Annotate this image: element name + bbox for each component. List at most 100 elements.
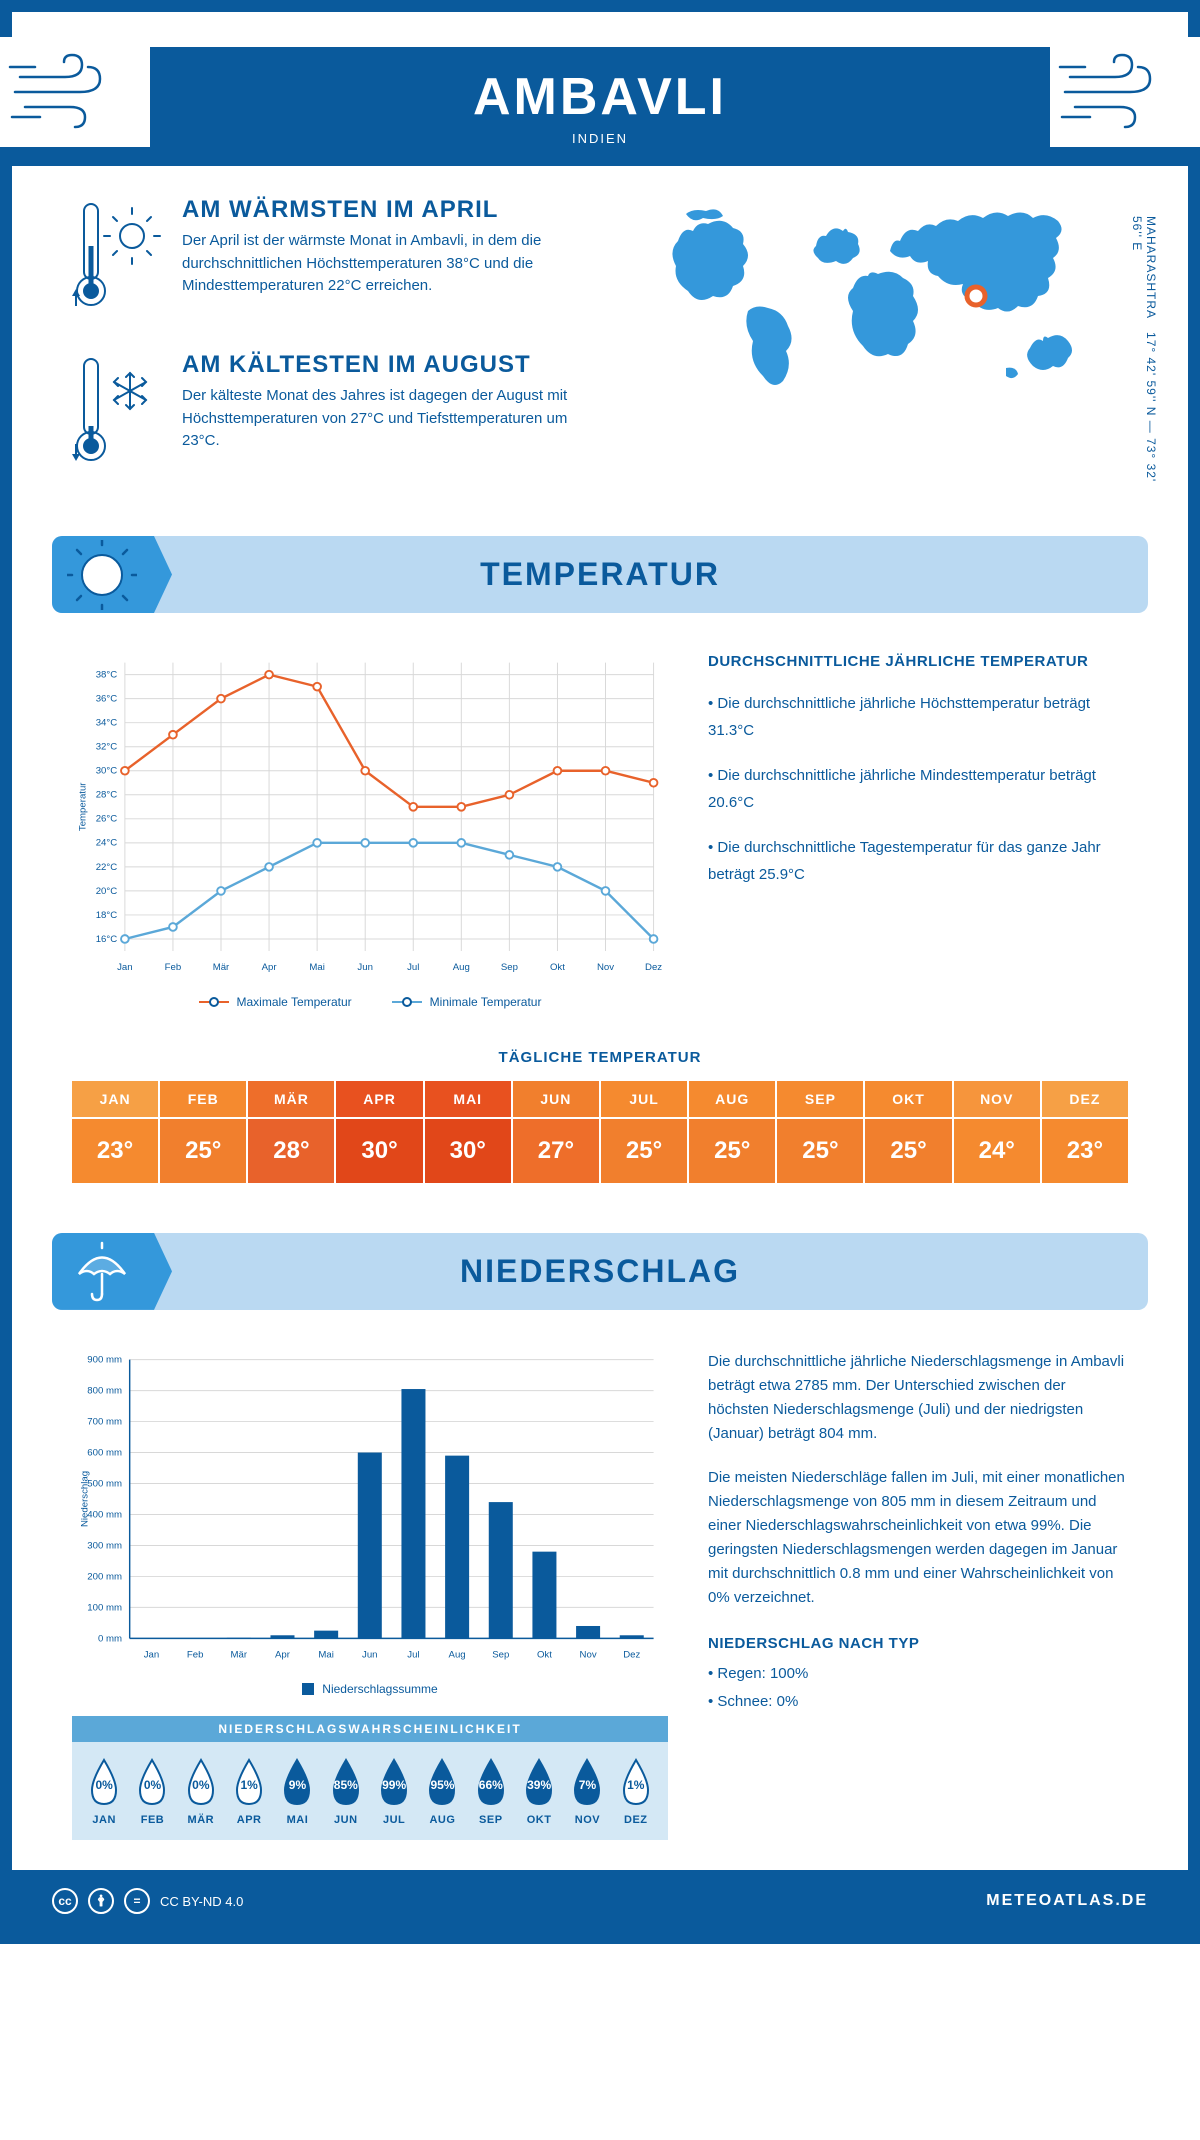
svg-text:Niederschlag: Niederschlag [79,1471,90,1527]
temp-chart-legend: Maximale Temperatur Minimale Temperatur [72,995,668,1009]
svg-text:Mai: Mai [318,1649,333,1660]
svg-text:Aug: Aug [453,962,470,973]
by-icon: 🛉 [88,1888,114,1914]
svg-text:Nov: Nov [597,962,614,973]
temp-month-header: JAN [72,1081,158,1117]
svg-text:Dez: Dez [645,962,662,973]
license-text: CC BY-ND 4.0 [160,1894,243,1909]
thermometer-sun-icon [72,196,162,321]
temp-month-value: 30° [336,1119,422,1183]
prob-drop: 0% FEB [128,1756,176,1826]
svg-text:Aug: Aug [449,1649,466,1660]
svg-text:Feb: Feb [187,1649,204,1660]
prob-drop: 9% MAI [273,1756,321,1826]
svg-text:16°C: 16°C [96,934,118,945]
svg-text:Jun: Jun [357,962,373,973]
temp-month-header: DEZ [1042,1081,1128,1117]
thermometer-snow-icon [72,351,162,476]
svg-text:Apr: Apr [275,1649,291,1660]
svg-text:0 mm: 0 mm [98,1633,122,1644]
svg-text:200 mm: 200 mm [87,1571,122,1582]
daily-temp-title: TÄGLICHE TEMPERATUR [12,1049,1188,1066]
temp-month-value: 25° [601,1119,687,1183]
temp-month-header: SEP [777,1081,863,1117]
temp-month-header: APR [336,1081,422,1117]
svg-text:32°C: 32°C [96,742,118,753]
svg-text:28°C: 28°C [96,790,118,801]
temp-month-header: MÄR [248,1081,334,1117]
svg-text:Jul: Jul [407,962,419,973]
svg-text:Mär: Mär [231,1649,248,1660]
footer: cc 🛉 = CC BY-ND 4.0 METEOATLAS.DE [12,1870,1188,1932]
cc-icon: cc [52,1888,78,1914]
temp-month-value: 27° [513,1119,599,1183]
temp-month-value: 25° [689,1119,775,1183]
temperature-info: DURCHSCHNITTLICHE JÄHRLICHE TEMPERATUR •… [708,653,1128,1009]
svg-text:34°C: 34°C [96,718,118,729]
temp-month-header: AUG [689,1081,775,1117]
wind-icon-left [0,37,150,147]
warmest-fact: AM WÄRMSTEN IM APRIL Der April ist der w… [72,196,608,321]
svg-text:500 mm: 500 mm [87,1478,122,1489]
svg-text:Jun: Jun [362,1649,377,1660]
header-banner: AMBAVLI INDIEN [12,47,1188,166]
svg-text:Sep: Sep [492,1649,509,1660]
temp-month-value: 25° [160,1119,246,1183]
svg-text:Mai: Mai [309,962,324,973]
temp-month-value: 23° [72,1119,158,1183]
precipitation-title: NIEDERSCHLAG [52,1253,1148,1290]
warmest-title: AM WÄRMSTEN IM APRIL [182,196,608,224]
precipitation-probability: NIEDERSCHLAGSWAHRSCHEINLICHKEIT 0% JAN 0… [72,1716,668,1840]
svg-text:400 mm: 400 mm [87,1509,122,1520]
sun-icon [52,536,172,613]
svg-text:Sep: Sep [501,962,518,973]
svg-text:100 mm: 100 mm [87,1602,122,1613]
precip-chart-legend: Niederschlagssumme [72,1682,668,1696]
temperature-chart: 16°C18°C20°C22°C24°C26°C28°C30°C32°C34°C… [72,653,668,1009]
precipitation-section-header: NIEDERSCHLAG [52,1233,1148,1310]
temp-month-header: FEB [160,1081,246,1117]
city-name: AMBAVLI [12,67,1188,127]
wind-icon-right [1050,37,1200,147]
svg-text:Okt: Okt [550,962,565,973]
temp-month-value: 24° [954,1119,1040,1183]
temperature-title: TEMPERATUR [52,556,1148,593]
coldest-text: Der kälteste Monat des Jahres ist dagege… [182,385,608,453]
svg-text:Jan: Jan [144,1649,160,1660]
svg-text:Jan: Jan [117,962,133,973]
svg-text:24°C: 24°C [96,838,118,849]
svg-text:Dez: Dez [623,1649,640,1660]
svg-text:Temperatur: Temperatur [77,782,88,831]
prob-drop: 39% OKT [515,1756,563,1826]
svg-text:Mär: Mär [213,962,230,973]
temp-month-header: MAI [425,1081,511,1117]
svg-text:700 mm: 700 mm [87,1416,122,1427]
temp-month-value: 28° [248,1119,334,1183]
country-name: INDIEN [12,131,1188,146]
daily-temp-table: JANFEBMÄRAPRMAIJUNJULAUGSEPOKTNOVDEZ23°2… [72,1081,1128,1183]
svg-text:900 mm: 900 mm [87,1354,122,1365]
svg-text:30°C: 30°C [96,766,118,777]
nd-icon: = [124,1888,150,1914]
svg-text:600 mm: 600 mm [87,1447,122,1458]
temp-month-header: JUN [513,1081,599,1117]
prob-drop: 0% JAN [80,1756,128,1826]
prob-drop: 95% AUG [418,1756,466,1826]
warmest-text: Der April ist der wärmste Monat in Ambav… [182,230,608,298]
svg-text:Nov: Nov [580,1649,597,1660]
svg-text:26°C: 26°C [96,814,118,825]
temp-month-value: 23° [1042,1119,1128,1183]
coordinates: MAHARASHTRA 17° 42' 59'' N — 73° 32' 56'… [1130,216,1158,506]
svg-text:800 mm: 800 mm [87,1385,122,1396]
svg-text:18°C: 18°C [96,910,118,921]
prob-drop: 85% JUN [322,1756,370,1826]
prob-drop: 0% MÄR [177,1756,225,1826]
temp-month-header: JUL [601,1081,687,1117]
svg-text:Jul: Jul [407,1649,419,1660]
precipitation-info: Die durchschnittliche jährliche Niedersc… [708,1350,1128,1840]
world-map: MAHARASHTRA 17° 42' 59'' N — 73° 32' 56'… [648,196,1128,506]
site-name: METEOATLAS.DE [986,1892,1148,1910]
prob-drop: 1% APR [225,1756,273,1826]
prob-drop: 99% JUL [370,1756,418,1826]
svg-text:Feb: Feb [165,962,182,973]
